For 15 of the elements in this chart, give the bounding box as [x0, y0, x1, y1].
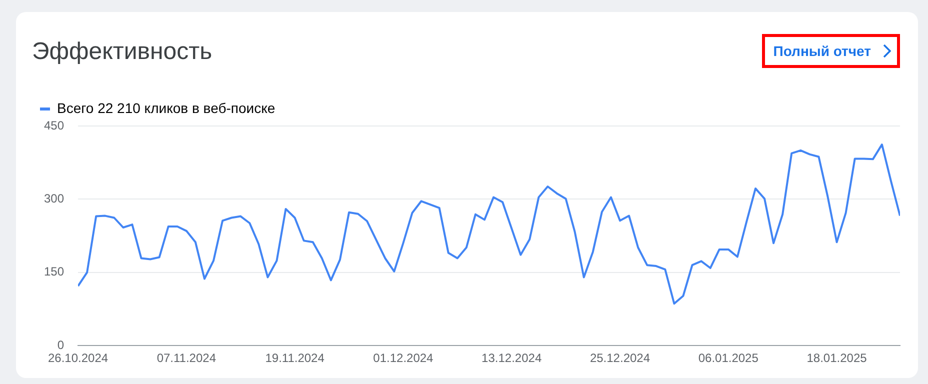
x-tick-label: 19.11.2024 [265, 351, 325, 366]
y-tick-label: 0 [57, 338, 64, 352]
x-tick-label: 06.01.2025 [698, 351, 759, 366]
x-tick-label: 25.12.2024 [590, 351, 650, 366]
y-tick-label: 450 [44, 118, 64, 132]
chart-title: Эффективность [32, 38, 212, 66]
x-tick-label: 01.12.2024 [373, 351, 434, 366]
x-tick-label: 26.10.2024 [48, 351, 108, 366]
x-tick-label: 18.01.2025 [806, 351, 868, 366]
legend-label: Всего 22 210 кликов в веб-поиске [57, 100, 276, 116]
x-tick-label: 13.12.2024 [482, 351, 542, 366]
x-tick-label: 07.11.2024 [156, 351, 216, 366]
y-tick-label: 300 [44, 192, 64, 206]
highlight-box: Полный отчет [762, 34, 900, 68]
y-tick-label: 150 [44, 264, 64, 279]
